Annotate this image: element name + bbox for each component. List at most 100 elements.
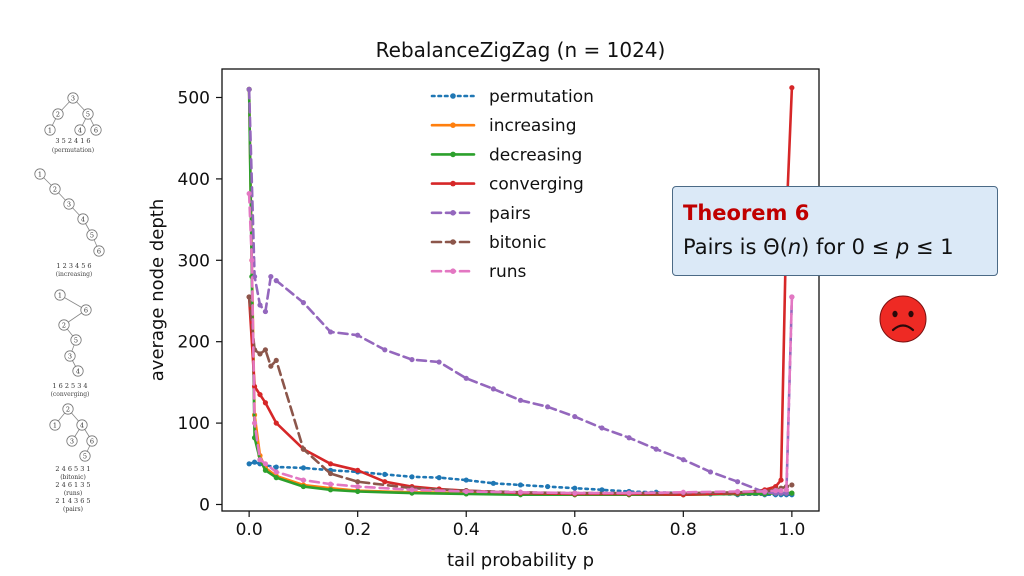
data-point-pairs [268,273,274,280]
data-point-permutation [251,459,258,465]
tree-node-label: 3 [70,438,74,446]
y-tick-label: 200 [178,333,210,353]
data-point-runs [246,190,252,197]
tree-node-label: 4 [80,422,84,430]
data-point-pairs [327,329,334,335]
data-point-permutation [572,485,578,491]
data-point-pairs [300,300,307,306]
theorem-title: Theorem 6 [683,201,810,225]
data-point-pairs [572,413,578,420]
x-tick-label: 0.6 [561,520,588,540]
legend-marker-bitonic [450,239,456,245]
data-point-runs [409,487,415,493]
data-point-pairs [436,359,442,365]
tree-node-label: 6 [97,248,101,256]
tree-node [74,124,86,136]
legend-label-converging: converging [489,175,584,195]
tree-node-label: 5 [74,337,78,345]
theorem-body-mid: ) for 0 ≤ [801,235,896,259]
data-point-decreasing [789,490,795,496]
tree-node [90,124,102,136]
data-point-decreasing [300,483,307,490]
tree-caption: (bitonic) [60,474,86,481]
tree-node-label: 6 [84,307,88,315]
legend-marker-decreasing [450,151,456,158]
tree-node [49,419,61,431]
data-point-bitonic [300,446,307,452]
data-point-bitonic [268,363,274,369]
data-point-converging [273,420,279,426]
plot-area [246,85,795,498]
data-point-pairs [734,479,741,485]
data-point-runs [783,487,790,493]
tree-caption: (increasing) [56,271,93,278]
tree-node [79,450,91,462]
series-runs [246,190,795,496]
data-point-pairs [599,425,605,431]
tree-node [82,108,94,120]
theorem-body-prefix: Pairs is Θ( [683,235,788,259]
data-point-runs [680,489,686,495]
tree-node-label: 5 [83,453,87,461]
data-point-runs [273,469,279,475]
legend-label-bitonic: bitonic [489,233,546,253]
tree-node [86,435,98,447]
data-point-bitonic [262,347,269,353]
data-point-permutation [273,464,279,470]
data-point-pairs [273,278,279,284]
y-axis-label: average node depth [147,199,168,381]
plot-frame [221,68,820,512]
tree-node-label: 2 [53,186,57,194]
tree-node [44,124,56,136]
tree-sequence: 2 4 6 5 3 1 [55,465,90,473]
data-point-runs [734,488,741,495]
data-point-pairs [246,86,252,92]
data-point-bitonic [327,470,334,477]
x-tick-label: 0.4 [453,520,480,540]
x-tick-label: 0.2 [344,520,371,540]
tree-node-label: 3 [68,353,72,361]
tree-node [80,304,92,316]
tree-node-label: 2 [56,111,60,119]
y-tick-label: 400 [178,170,210,190]
data-point-runs [251,420,258,426]
data-point-pairs [653,446,659,452]
data-point-runs [789,294,795,300]
theorem-body: Pairs is Θ(n) for 0 ≤ p ≤ 1 [683,235,954,259]
data-point-pairs [257,302,263,308]
data-point-bitonic [355,479,361,485]
data-point-runs [572,490,578,496]
sad-face-icon [879,295,927,343]
tree-node-label: 4 [78,127,82,135]
legend-label-increasing: increasing [489,116,576,136]
data-point-permutation [545,483,551,490]
data-point-bitonic [246,294,252,300]
tree-node-label: 5 [90,232,94,240]
tree-node-label: 6 [94,127,98,135]
example-tree-2: 1 2 3 456 1 2 3 4 5 6(increasing) [34,168,105,278]
data-point-runs [249,257,255,263]
example-tree-4: 21 43 652 4 6 5 3 1(bitonic)2 4 6 1 3 5(ru… [49,403,98,513]
x-tick-label: 1.0 [778,520,805,540]
legend-label-runs: runs [489,262,527,282]
data-point-runs [762,488,768,495]
data-point-runs [778,488,784,494]
data-point-converging [778,477,784,483]
tree-node-label: 5 [86,111,90,119]
data-point-runs [626,490,632,496]
tree-node [58,319,70,331]
data-point-runs [355,483,361,490]
tree-node [62,403,74,415]
tree-sequence: 3 5 2 4 1 6 [55,137,90,145]
tree-sequence: 2 4 6 1 3 5 [55,481,90,489]
data-point-runs [262,461,269,467]
tree-node [93,245,105,257]
data-point-decreasing [262,467,269,473]
tree-node [49,183,61,195]
tree-node [63,198,75,210]
data-point-permutation [382,471,388,477]
tree-sequence: 1 6 2 5 3 4 [52,382,87,390]
data-point-converging [355,467,361,473]
legend-marker-pairs [450,210,456,216]
